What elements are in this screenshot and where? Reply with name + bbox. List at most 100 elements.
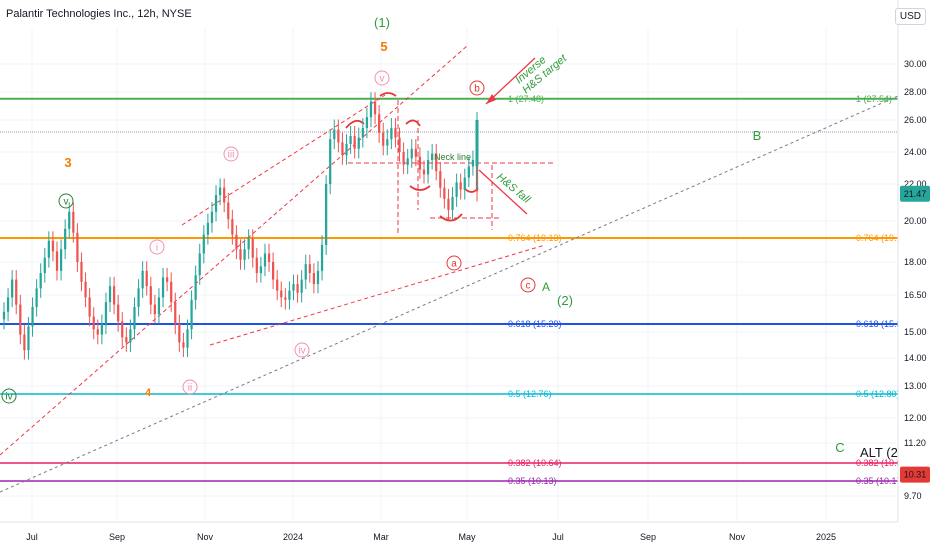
y-tick-label: 18.00: [904, 257, 927, 267]
candle: [202, 234, 205, 254]
candle: [300, 279, 303, 293]
y-tick-label: 16.50: [904, 290, 927, 300]
x-tick-label: 2024: [283, 532, 303, 542]
x-tick-label: Sep: [109, 532, 125, 542]
candle: [112, 286, 116, 305]
candle: [418, 156, 422, 170]
wave-label-a: a: [451, 259, 457, 270]
candle: [410, 148, 413, 159]
candle: [19, 304, 22, 335]
neck-line-label: Neck line: [434, 152, 471, 162]
candle: [129, 329, 132, 343]
wave-label-iv-green-circle: [1, 388, 17, 404]
trendline-lower: [0, 95, 899, 493]
candle: [206, 222, 210, 235]
candle: [214, 195, 218, 212]
candle: [316, 270, 320, 284]
candle: [345, 144, 348, 156]
candle: [6, 297, 10, 312]
candle: [471, 160, 475, 167]
candle: [390, 128, 393, 140]
fib-label-left: 0.618 (15.29): [508, 319, 562, 329]
candle: [96, 329, 99, 335]
candle: [178, 323, 181, 343]
candle: [190, 299, 193, 330]
channel-upper: [0, 45, 468, 456]
candle: [198, 253, 201, 276]
candle: [35, 288, 38, 307]
target-arrow: [485, 57, 536, 105]
candle: [386, 139, 389, 146]
candle: [426, 160, 430, 175]
candle: [11, 279, 14, 298]
candle: [137, 288, 140, 307]
candle: [398, 137, 401, 152]
y-tick-label: 14.00: [904, 353, 927, 363]
chart-title: Palantir Technologies Inc., 12h, NYSE: [6, 8, 192, 20]
candle: [31, 306, 34, 327]
y-tick-label: 12.00: [904, 413, 927, 423]
y-tick-label: 30.00: [904, 59, 927, 69]
candle: [2, 311, 6, 320]
fib-label-right: 0.35 (10.17): [856, 476, 905, 486]
candle: [88, 297, 91, 317]
candle: [223, 187, 226, 203]
wave-label-v-pink: v: [380, 74, 385, 85]
candle: [431, 153, 434, 160]
candle: [443, 187, 446, 199]
wave-label-ii-circle: [182, 379, 198, 395]
candle: [218, 187, 222, 196]
candle: [80, 262, 83, 282]
fib-label-left: 1 (27.48): [508, 94, 544, 104]
fib-label-right: 0.5 (12.80): [856, 389, 900, 399]
wave-label-v-green: v: [64, 197, 69, 208]
candle: [23, 334, 26, 351]
y-tick-label: 9.70: [904, 491, 922, 501]
candle: [447, 198, 450, 210]
candle: [422, 169, 426, 175]
candle: [117, 304, 120, 322]
candle: [108, 286, 112, 303]
candle: [369, 101, 373, 118]
fib-label-right: 0.764 (19.18: [856, 233, 907, 243]
y-tick-label: 20.00: [904, 216, 927, 226]
x-tick-label: May: [458, 532, 476, 542]
candle: [27, 326, 30, 351]
price-tag: [900, 466, 930, 483]
candle: [325, 184, 328, 246]
x-tick-label: Nov: [197, 532, 214, 542]
fib-label-right: 0.618 (15.33: [856, 319, 907, 329]
candle: [288, 290, 291, 300]
y-tick-label: 15.00: [904, 327, 927, 337]
y-tick-label: 28.00: [904, 87, 927, 97]
channel-lower: [209, 244, 546, 346]
wave-label-iv-green: iv: [5, 392, 12, 403]
candle: [276, 279, 279, 291]
candle: [263, 253, 267, 267]
currency-button[interactable]: USD: [894, 8, 926, 25]
candle: [267, 253, 271, 262]
y-tick-label: 26.00: [904, 115, 927, 125]
candle: [373, 101, 377, 115]
candle: [312, 273, 316, 284]
candle: [251, 238, 254, 258]
wave-label-iii: iii: [228, 150, 235, 161]
candle: [182, 342, 185, 348]
candle: [157, 297, 161, 315]
candle: [463, 177, 466, 190]
candle: [165, 277, 169, 282]
candle: [194, 275, 197, 300]
x-tick-label: Mar: [373, 532, 389, 542]
wave-label-1: (1): [374, 15, 390, 30]
candle: [104, 302, 108, 324]
wave-label-i-circle: [149, 239, 165, 255]
candle: [259, 266, 263, 273]
candle: [125, 337, 128, 343]
candle: [68, 211, 71, 229]
candle: [435, 153, 438, 172]
candle: [304, 264, 307, 280]
candle: [280, 290, 283, 298]
wave-label-A: A: [542, 280, 550, 294]
wave-label-4: 4: [145, 387, 152, 399]
